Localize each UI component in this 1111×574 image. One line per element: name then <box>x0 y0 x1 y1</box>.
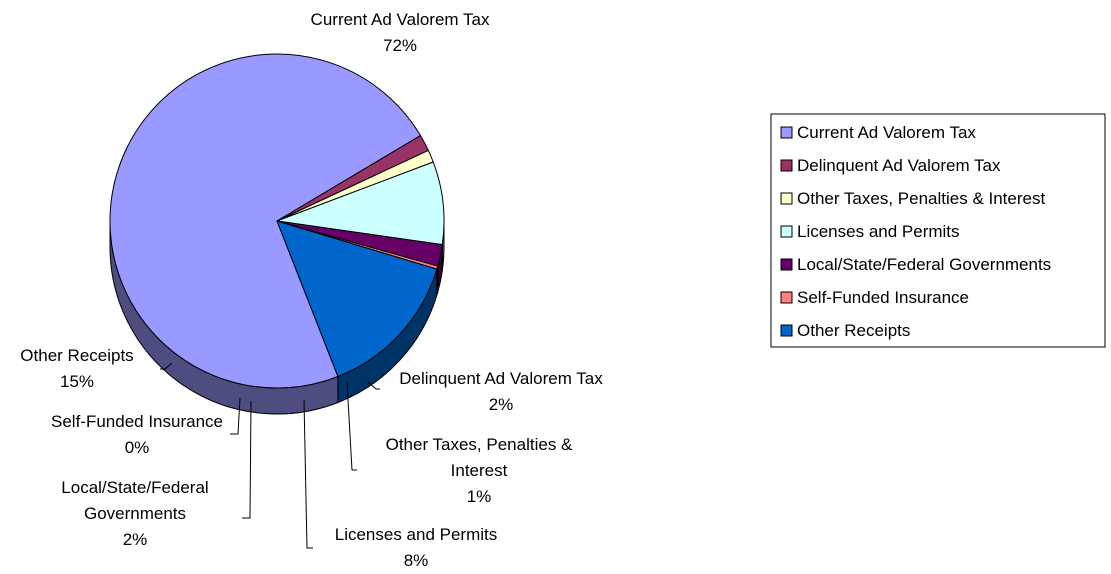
legend-swatch <box>780 126 793 139</box>
legend-label: Self-Funded Insurance <box>797 288 969 307</box>
slice-label-text: Local/State/Federal <box>61 478 208 497</box>
pie-3d-group <box>109 53 445 415</box>
legend-item-other-taxes-penalties-interest: Other Taxes, Penalties & Interest <box>780 189 1045 208</box>
legend-item-delinquent-ad-valorem-tax: Delinquent Ad Valorem Tax <box>780 156 1001 175</box>
legend-label: Delinquent Ad Valorem Tax <box>797 156 1001 175</box>
label-delinquent-ad-valorem-tax: Delinquent Ad Valorem Tax 2% <box>399 369 603 414</box>
label-current-ad-valorem-tax: Current Ad Valorem Tax 72% <box>311 10 490 55</box>
legend-item-local-state-federal-governments: Local/State/Federal Governments <box>780 255 1051 274</box>
leader-lines <box>160 362 380 549</box>
legend: Current Ad Valorem Tax Delinquent Ad Valo… <box>770 113 1106 348</box>
legend-label: Local/State/Federal Governments <box>797 255 1051 274</box>
slice-labels: Current Ad Valorem Tax 72% Delinquent Ad V… <box>20 10 603 570</box>
legend-label: Current Ad Valorem Tax <box>797 123 976 142</box>
slice-label-text: Other Receipts <box>20 346 133 365</box>
legend-swatch <box>780 225 793 238</box>
label-licenses-and-permits: Licenses and Permits 8% <box>335 525 498 570</box>
slice-percent-label: 2% <box>123 530 148 549</box>
legend-swatch <box>780 324 793 337</box>
legend-item-other-receipts: Other Receipts <box>780 321 910 340</box>
slice-percent-label: 15% <box>60 372 94 391</box>
label-other-receipts: Other Receipts 15% <box>20 346 133 391</box>
slice-other-receipts <box>276 220 438 377</box>
legend-swatch <box>780 159 793 172</box>
slice-percent-label: 8% <box>404 551 429 570</box>
legend-box <box>770 113 1106 348</box>
legend-item-self-funded-insurance: Self-Funded Insurance <box>780 288 969 307</box>
slice-label-text: Current Ad Valorem Tax <box>311 10 490 29</box>
slice-percent-label: 0% <box>125 438 150 457</box>
slice-percent-label: 1% <box>467 487 492 506</box>
leader-line-self-funded-insurance <box>230 397 241 435</box>
slice-percent-label: 2% <box>489 395 514 414</box>
leader-line-licenses-and-permits <box>303 399 313 549</box>
legend-swatch <box>780 258 793 271</box>
slice-percent-label: 72% <box>383 36 417 55</box>
slice-label-text: Delinquent Ad Valorem Tax <box>399 369 603 388</box>
slice-label-text: Licenses and Permits <box>335 525 498 544</box>
leader-line-other-taxes-penalties-interest <box>346 381 357 471</box>
slice-label-text: Interest <box>451 461 508 480</box>
label-local-state-federal-governments: Local/State/Federal Governments 2% <box>61 478 208 549</box>
label-other-taxes-penalties-interest: Other Taxes, Penalties & Interest 1% <box>386 435 573 506</box>
leader-line-delinquent-ad-valorem-tax <box>367 381 380 390</box>
legend-label: Other Taxes, Penalties & Interest <box>797 189 1045 208</box>
legend-item-licenses-and-permits: Licenses and Permits <box>780 222 960 241</box>
legend-item-current-ad-valorem-tax: Current Ad Valorem Tax <box>780 123 976 142</box>
slice-current-ad-valorem-tax <box>109 53 422 389</box>
slice-label-text: Governments <box>84 504 186 523</box>
legend-label: Other Receipts <box>797 321 910 340</box>
label-self-funded-insurance: Self-Funded Insurance 0% <box>51 412 223 457</box>
slice-label-text: Self-Funded Insurance <box>51 412 223 431</box>
legend-swatch <box>780 291 793 304</box>
slice-label-text: Other Taxes, Penalties & <box>386 435 573 454</box>
leader-line-other-receipts <box>160 362 173 370</box>
legend-swatch <box>780 192 793 205</box>
legend-label: Licenses and Permits <box>797 222 960 241</box>
leader-line-local-state-federal-governments <box>242 400 252 519</box>
